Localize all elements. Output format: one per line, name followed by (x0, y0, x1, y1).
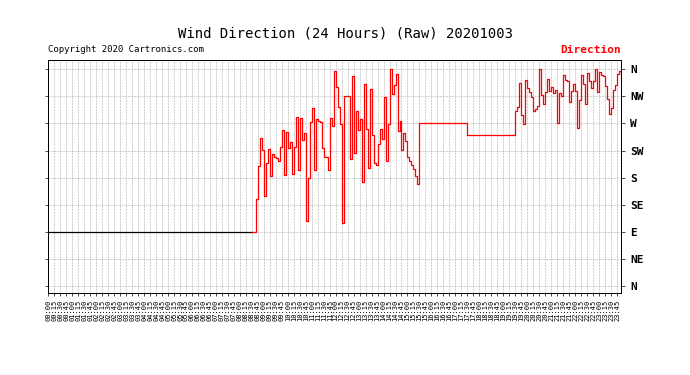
Text: Wind Direction (24 Hours) (Raw) 20201003: Wind Direction (24 Hours) (Raw) 20201003 (177, 26, 513, 40)
Text: Direction: Direction (560, 45, 621, 55)
Text: Copyright 2020 Cartronics.com: Copyright 2020 Cartronics.com (48, 45, 204, 54)
